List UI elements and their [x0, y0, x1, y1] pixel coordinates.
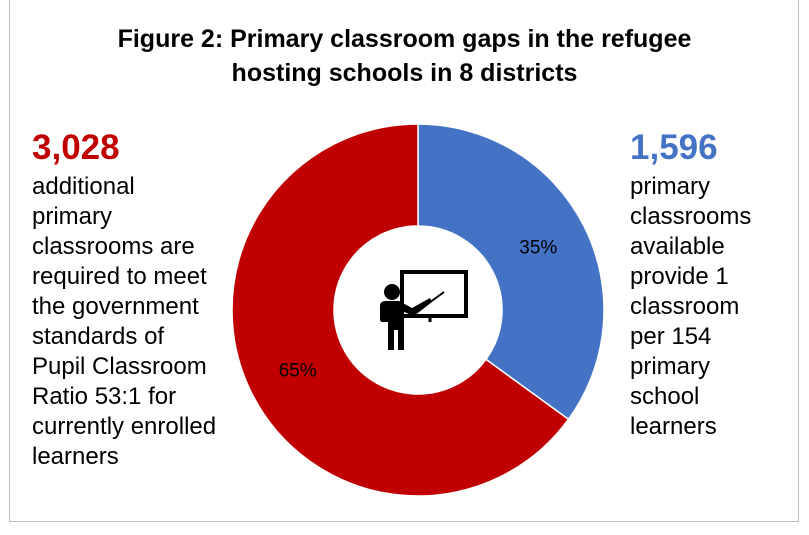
left-annotation-line: the government	[32, 293, 199, 320]
right-annotation-line: learners	[630, 413, 717, 440]
donut-chart: 35% 65%	[231, 123, 605, 497]
left-annotation-line: standards of	[32, 323, 165, 350]
left-annotation-line: Ratio 53:1 for	[32, 383, 177, 410]
left-annotation-line: primary	[32, 203, 113, 230]
right-annotation-line: primary	[630, 353, 711, 380]
right-annotation-line: classroom	[630, 293, 740, 320]
donut-labels: 35% 65%	[279, 238, 558, 382]
title-line-2: hosting schools in 8 districts	[231, 59, 578, 87]
left-annotation: additional primary classrooms are requir…	[32, 172, 242, 472]
left-annotation-line: classrooms are	[32, 233, 195, 260]
donut-slices	[231, 123, 605, 497]
right-annotation-line: per 154	[630, 323, 712, 350]
right-annotation-line: school	[630, 383, 700, 410]
chart-title: Figure 2: Primary classroom gaps in the …	[0, 22, 809, 90]
right-annotation-line: available	[630, 233, 725, 260]
left-annotation-line: currently enrolled	[32, 413, 217, 440]
chart-frame	[9, 0, 799, 522]
donut-slice	[231, 123, 570, 497]
teacher-at-board-icon	[380, 270, 468, 350]
left-annotation-line: additional	[32, 173, 135, 200]
title-line-1: Figure 2: Primary classroom gaps in the …	[117, 25, 692, 53]
right-annotation-line: primary	[630, 173, 711, 200]
donut-slice	[417, 123, 605, 421]
right-figure: 1,596	[630, 128, 718, 167]
right-annotation-line: provide 1	[630, 263, 729, 290]
left-annotation-line: Pupil Classroom	[32, 353, 207, 380]
left-annotation-line: learners	[32, 443, 119, 470]
slice-label: 65%	[279, 360, 317, 381]
slice-label: 35%	[519, 238, 557, 259]
right-annotation: primary classrooms available provide 1 c…	[630, 172, 790, 442]
left-figure: 3,028	[32, 128, 120, 167]
right-annotation-line: classrooms	[630, 203, 752, 230]
left-annotation-line: required to meet	[32, 263, 207, 290]
